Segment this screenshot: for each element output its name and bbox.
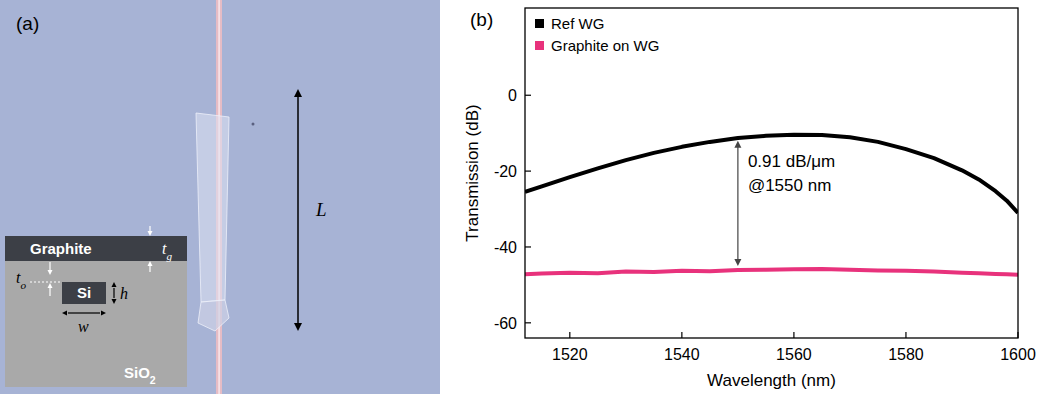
graphite-flake <box>196 113 229 302</box>
annotation-text: 0.91 dB/μm <box>748 152 835 171</box>
arrow-head <box>112 299 117 304</box>
arrow-head <box>112 282 117 287</box>
text-sub: g <box>166 250 172 262</box>
x-tick-label: 1560 <box>776 346 812 363</box>
y-tick-label: -60 <box>494 315 517 332</box>
arrow-head <box>734 259 741 266</box>
figure: L (a) Graphite Si SiO2 to tg h w (b) 1520 1540 1560 1… <box>0 0 1041 394</box>
tg-arrow <box>149 226 150 231</box>
length-arrow <box>297 96 299 324</box>
y-tick-label: -20 <box>494 163 517 180</box>
arrow-head <box>294 323 302 331</box>
text-sub: 2 <box>150 374 156 386</box>
arrow-head <box>48 283 53 288</box>
x-tick-label: 1580 <box>888 346 924 363</box>
plot-frame <box>525 8 1018 338</box>
panel-letter: (a) <box>16 13 39 34</box>
y-tick-label: 0 <box>508 87 517 104</box>
arrow-head <box>294 89 302 97</box>
dust <box>252 123 255 126</box>
si-core <box>62 282 106 304</box>
arrow-head <box>148 261 153 266</box>
tg-arrow <box>149 266 150 272</box>
w-label: w <box>78 318 89 335</box>
annotation-arrow <box>737 147 738 260</box>
graphite-flake-fold <box>198 300 229 331</box>
x-tick <box>905 332 906 338</box>
y-tick-label: -40 <box>494 239 517 256</box>
panel-letter: (b) <box>470 9 493 30</box>
legend-marker <box>535 19 544 28</box>
series-line <box>525 135 1018 213</box>
x-tick <box>569 332 570 338</box>
text-sub: o <box>20 279 26 291</box>
inset-schematic: Graphite Si SiO2 to tg h w <box>5 226 187 387</box>
arrow-head <box>148 231 153 236</box>
tg-label: tg <box>162 240 172 262</box>
text-base: SiO <box>124 364 150 381</box>
x-tick <box>793 332 794 338</box>
y-axis-title: Transmission (dB) <box>463 104 482 241</box>
panel-b: (b) 1520 1540 1560 1580 1600 -60 -40 -20 0 Wavelen… <box>463 8 1036 390</box>
annotation-text: @1550 nm <box>748 176 831 195</box>
x-tick-label: 1600 <box>1000 346 1036 363</box>
panel-a: L (a) Graphite Si SiO2 to tg h w <box>0 0 440 394</box>
sio2-cladding <box>5 236 187 387</box>
micrograph-background <box>0 0 440 394</box>
to-arrow <box>49 262 50 270</box>
x-tick-label: 1540 <box>664 346 700 363</box>
y-tick <box>525 322 531 323</box>
legend-text: Ref WG <box>551 15 604 32</box>
plot-data <box>525 135 1018 275</box>
length-label: L <box>315 199 327 220</box>
graphite-layer <box>5 236 187 261</box>
x-axis-title: Wavelength (nm) <box>707 371 836 390</box>
sio2-label: SiO2 <box>124 364 156 386</box>
si-label: Si <box>77 284 91 301</box>
legend-marker <box>535 41 544 50</box>
y-tick <box>525 246 531 247</box>
y-tick <box>525 171 531 172</box>
h-arrow <box>113 288 114 298</box>
arrow-head <box>48 270 53 275</box>
arrow-head <box>62 311 67 316</box>
x-tick <box>681 332 682 338</box>
arrow-head <box>101 311 106 316</box>
h-label: h <box>120 285 128 302</box>
to-guide <box>30 281 62 282</box>
y-tick <box>525 95 531 96</box>
w-arrow <box>68 312 100 313</box>
legend-text: Graphite on WG <box>551 37 659 54</box>
x-tick-label: 1520 <box>552 346 588 363</box>
to-arrow <box>49 288 50 296</box>
to-label: to <box>16 269 26 291</box>
graphite-label: Graphite <box>30 240 92 257</box>
arrow-head <box>734 141 741 148</box>
series-line <box>525 269 1018 275</box>
